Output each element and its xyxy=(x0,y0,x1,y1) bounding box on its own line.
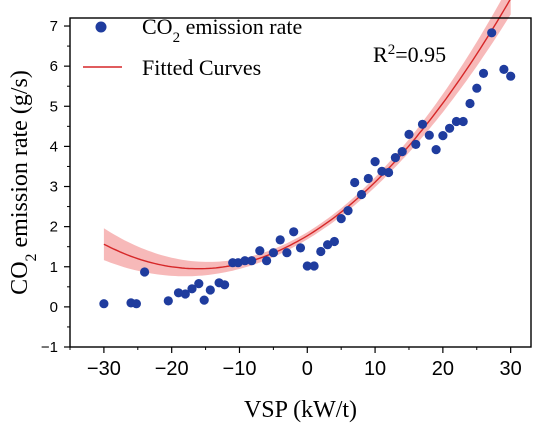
x-tick-label: 10 xyxy=(364,358,386,380)
data-point xyxy=(438,131,448,141)
data-point xyxy=(356,189,367,200)
y-axis-title: CO2 emission rate (g/s) xyxy=(7,70,40,295)
data-point xyxy=(370,157,380,167)
data-point xyxy=(180,289,190,299)
fit-line xyxy=(103,0,511,270)
data-point xyxy=(199,295,209,305)
data-point xyxy=(451,116,461,127)
legend: CO2 emission rate Fitted Curves xyxy=(83,14,302,80)
data-point xyxy=(411,139,421,149)
legend-label-part: emission rate xyxy=(180,14,302,39)
y-tick-label: 1 xyxy=(50,259,58,276)
data-point xyxy=(220,280,230,290)
y-tick-label: 3 xyxy=(50,179,58,196)
data-point xyxy=(506,71,516,81)
data-point xyxy=(163,296,173,306)
x-tick-label: −10 xyxy=(223,358,257,380)
data-point xyxy=(316,246,326,257)
data-point xyxy=(465,98,475,109)
r-squared-part: =0.95 xyxy=(395,42,446,67)
data-point xyxy=(247,256,257,266)
legend-label-subscript: 2 xyxy=(173,30,181,46)
data-point xyxy=(282,248,292,258)
data-point xyxy=(173,288,184,298)
data-point xyxy=(329,236,339,247)
x-tick-label: 20 xyxy=(432,358,454,380)
data-point xyxy=(472,83,482,93)
data-point xyxy=(140,267,150,277)
data-point xyxy=(445,123,455,133)
data-point xyxy=(302,261,312,271)
data-point xyxy=(309,261,319,271)
data-point xyxy=(487,28,497,38)
data-point xyxy=(240,256,250,266)
data-point xyxy=(397,147,407,157)
y-tick-label: 5 xyxy=(50,98,58,115)
scatter-points-layer xyxy=(99,28,516,309)
data-point xyxy=(431,145,441,155)
y-tick-label: 2 xyxy=(50,219,58,236)
plot-frame xyxy=(69,17,532,348)
x-axis-title: VSP (kW/t) xyxy=(244,397,357,423)
x-tick-label: 30 xyxy=(500,358,522,380)
data-point xyxy=(384,167,394,178)
y-axis-title-part: CO xyxy=(7,261,33,294)
y-tick-label: −1 xyxy=(41,339,58,356)
data-point xyxy=(350,177,360,188)
data-point xyxy=(499,64,509,74)
y-tick-label: 7 xyxy=(50,18,58,35)
r-squared-superscript: 2 xyxy=(388,42,396,58)
confidence-band-layer xyxy=(103,0,511,277)
data-point xyxy=(424,130,434,140)
r-squared-part: R xyxy=(373,42,388,67)
data-point xyxy=(458,116,468,127)
confidence-band xyxy=(103,0,511,277)
r-squared-annotation: R2=0.95 xyxy=(373,42,446,67)
y-axis-title-subscript: 2 xyxy=(23,253,40,261)
data-point xyxy=(275,235,285,245)
data-point xyxy=(404,129,414,139)
y-tick-label: 6 xyxy=(50,58,58,75)
legend-point-marker xyxy=(95,21,107,33)
data-point xyxy=(417,119,428,129)
data-point xyxy=(194,279,204,289)
data-point xyxy=(131,299,141,309)
data-point xyxy=(255,246,265,256)
y-tick-label: 4 xyxy=(50,138,58,155)
x-tick-label: −20 xyxy=(155,358,189,380)
data-point xyxy=(295,243,306,253)
data-point xyxy=(390,153,400,163)
data-point xyxy=(289,227,299,237)
data-point xyxy=(363,173,373,184)
fit-line-layer xyxy=(103,0,511,270)
data-point xyxy=(343,206,353,216)
axes-layer xyxy=(69,17,532,348)
legend-label-points: CO2 emission rate xyxy=(142,14,302,46)
data-point xyxy=(262,256,272,266)
data-point xyxy=(268,248,278,258)
legend-label-fit: Fitted Curves xyxy=(142,55,261,80)
y-tick-label: 0 xyxy=(50,299,58,316)
x-tick-label: 0 xyxy=(302,358,313,380)
x-tick-label: −30 xyxy=(87,358,121,380)
data-point xyxy=(478,68,489,78)
data-point xyxy=(99,299,109,309)
data-point xyxy=(187,284,197,294)
data-point xyxy=(336,214,346,224)
y-axis-title-part: emission rate (g/s) xyxy=(7,70,33,253)
legend-label-part: CO xyxy=(142,14,173,39)
data-point xyxy=(205,285,215,295)
